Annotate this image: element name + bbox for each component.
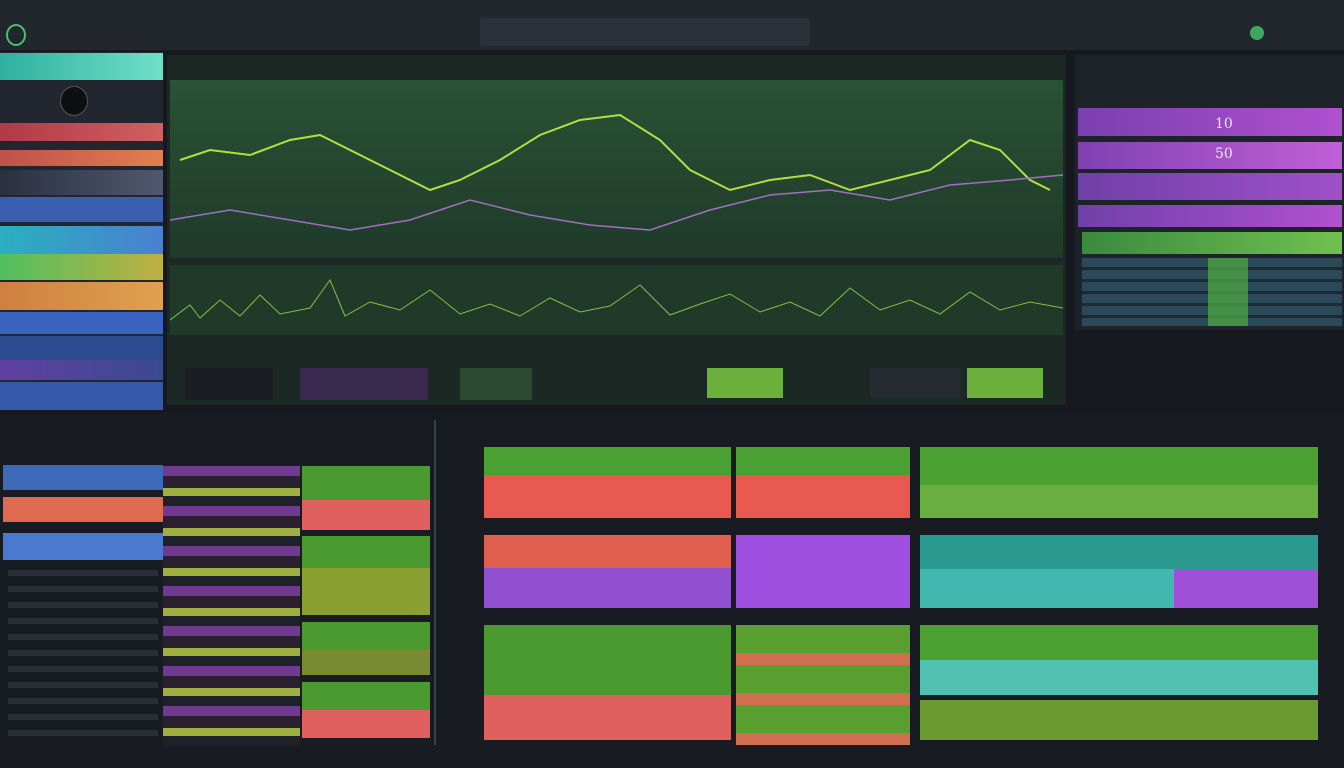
volume-area <box>170 265 1063 335</box>
card[interactable] <box>484 625 731 695</box>
sidebar-item[interactable] <box>0 150 163 166</box>
card[interactable] <box>920 660 1318 695</box>
column-smear <box>163 466 300 746</box>
table-header <box>1082 232 1342 254</box>
stat-tile[interactable] <box>707 368 783 398</box>
tile[interactable] <box>302 536 430 568</box>
tile[interactable] <box>302 622 430 650</box>
sidebar-item[interactable] <box>0 123 163 141</box>
card[interactable] <box>736 447 910 475</box>
card[interactable] <box>484 695 731 740</box>
search-box[interactable] <box>480 18 810 46</box>
sidebar-item[interactable] <box>0 197 163 222</box>
user-icon[interactable] <box>1250 26 1264 40</box>
stat-tile[interactable] <box>870 368 960 398</box>
stat-tile[interactable] <box>967 368 1043 398</box>
right-row[interactable] <box>1078 142 1342 169</box>
sidebar-item[interactable] <box>0 336 163 360</box>
card[interactable] <box>920 625 1318 660</box>
sidebar-item[interactable] <box>0 312 163 334</box>
table-col <box>1208 258 1248 326</box>
row-value: 10 <box>1215 116 1233 132</box>
volume-line <box>170 278 1063 321</box>
stat-tile[interactable] <box>300 368 428 400</box>
sidebar-header <box>0 53 163 80</box>
tile[interactable] <box>302 568 430 615</box>
card[interactable] <box>484 475 731 518</box>
card[interactable] <box>920 447 1318 485</box>
card[interactable] <box>484 447 731 475</box>
card[interactable] <box>484 535 731 608</box>
list-item[interactable] <box>3 465 163 490</box>
card[interactable] <box>920 700 1318 740</box>
price-line <box>179 113 1051 192</box>
card[interactable] <box>920 535 1318 569</box>
avatar[interactable] <box>60 86 88 116</box>
card[interactable] <box>736 535 910 608</box>
avg-line <box>170 174 1063 231</box>
sidebar-item[interactable] <box>0 226 163 254</box>
list-item[interactable] <box>3 533 163 560</box>
right-row[interactable] <box>1078 173 1342 200</box>
list-rows <box>8 570 158 740</box>
sidebar-item[interactable] <box>0 382 163 410</box>
chart-lines <box>170 113 1063 321</box>
tile[interactable] <box>302 710 430 738</box>
sidebar-item[interactable] <box>0 170 163 195</box>
card[interactable] <box>1174 569 1318 608</box>
card[interactable] <box>736 475 910 518</box>
tile[interactable] <box>302 682 430 710</box>
logo <box>6 24 26 46</box>
list-item[interactable] <box>3 497 163 522</box>
sidebar-item[interactable] <box>0 254 163 280</box>
stat-tile[interactable] <box>460 368 532 400</box>
sidebar-item[interactable] <box>0 282 163 310</box>
tile[interactable] <box>302 466 430 500</box>
tile[interactable] <box>302 650 430 675</box>
stat-tile[interactable] <box>185 368 273 400</box>
chart-area <box>170 80 1063 258</box>
sidebar-item[interactable] <box>0 360 163 380</box>
right-row[interactable] <box>1078 108 1342 136</box>
card[interactable] <box>920 485 1318 518</box>
card[interactable] <box>736 625 910 745</box>
row-value: 50 <box>1215 146 1233 162</box>
divider <box>434 420 436 745</box>
right-row[interactable] <box>1078 205 1342 227</box>
card[interactable] <box>920 569 1174 608</box>
tile[interactable] <box>302 500 430 530</box>
